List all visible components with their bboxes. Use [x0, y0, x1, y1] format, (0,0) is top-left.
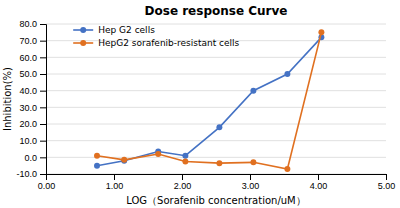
y-tick: 80.0 — [19, 19, 46, 29]
grid-line — [46, 90, 386, 91]
x-tick-mark — [182, 174, 183, 180]
legend-marker — [80, 40, 86, 46]
grid-line — [46, 140, 386, 141]
point — [94, 163, 100, 169]
y-tick: 20.0 — [19, 119, 46, 129]
series-line — [97, 37, 321, 165]
point — [216, 124, 222, 130]
legend-item: Hep G2 cells — [73, 25, 155, 35]
x-tick: 4.00 — [310, 174, 328, 191]
point — [318, 29, 324, 35]
y-tick-label: 60.0 — [19, 53, 37, 63]
point — [250, 159, 256, 165]
y-tick: 30.0 — [19, 103, 46, 113]
x-tick-label: 0.00 — [38, 181, 56, 191]
y-tick: -10.0 — [16, 169, 46, 179]
y-axis-title: Inhibition(%) — [2, 67, 13, 131]
y-tick: 0.0 — [24, 153, 46, 163]
point — [284, 71, 290, 77]
x-axis-title: LOG（Sorafenib concentration/uM） — [126, 195, 305, 206]
y-tick-mark — [40, 107, 46, 108]
chart: 0.00 1.00 2.00 3.00 4.00 5.00 -10.0 0.0 10.0 20.0… — [0, 0, 400, 208]
x-axis-line — [47, 175, 387, 181]
legend-label: Hep G2 cells — [98, 25, 155, 35]
series-line — [97, 32, 321, 169]
x-tick-label: 2.00 — [174, 181, 192, 191]
x-tick-mark — [114, 174, 115, 180]
y-tick-mark — [40, 41, 46, 42]
y-tick: 50.0 — [19, 69, 46, 79]
y-axis: -10.0 0.0 10.0 20.0 30.0 40.0 50.0 60.0 70.0 80.0 — [16, 19, 46, 179]
x-tick-mark — [318, 174, 319, 180]
y-tick-mark — [40, 91, 46, 92]
y-tick-label: 20.0 — [19, 119, 37, 129]
y-tick-mark — [40, 174, 46, 175]
marks — [94, 29, 324, 172]
x-tick: 1.00 — [106, 174, 124, 191]
x-tick: 0.00 — [38, 174, 56, 191]
y-tick-label: 0.0 — [24, 153, 37, 163]
y-tick-label: 40.0 — [19, 86, 37, 96]
grid-line — [46, 24, 386, 25]
y-tick-label: 80.0 — [19, 19, 37, 29]
x-tick-label: 3.00 — [242, 181, 260, 191]
point — [284, 166, 290, 172]
y-tick-mark — [40, 74, 46, 75]
y-tick-mark — [40, 141, 46, 142]
point — [216, 160, 222, 166]
grid-line — [46, 124, 386, 125]
y-tick-label: 30.0 — [19, 103, 37, 113]
grid-line — [46, 74, 386, 75]
grid — [46, 24, 386, 174]
legend-marker — [80, 27, 86, 33]
point — [182, 153, 188, 159]
x-tick-label: 4.00 — [310, 181, 328, 191]
legend: Hep G2 cells HepG2 sorafenib-resistant ce… — [73, 25, 239, 48]
y-tick-mark — [40, 57, 46, 58]
x-tick-mark — [386, 174, 387, 180]
point — [250, 88, 256, 94]
y-tick: 60.0 — [19, 53, 46, 63]
point — [121, 157, 127, 163]
x-tick: 2.00 — [174, 174, 192, 191]
y-tick-label: -10.0 — [16, 169, 37, 179]
grid-line — [46, 107, 386, 108]
y-axis-line — [40, 25, 47, 175]
x-axis: 0.00 1.00 2.00 3.00 4.00 5.00 — [38, 174, 396, 191]
legend-item: HepG2 sorafenib-resistant cells — [73, 38, 239, 48]
point — [182, 159, 188, 165]
title: Dose response Curve — [145, 4, 288, 18]
legend-label: HepG2 sorafenib-resistant cells — [98, 38, 239, 48]
point — [94, 153, 100, 159]
y-tick-label: 70.0 — [19, 36, 37, 46]
y-tick-mark — [40, 157, 46, 158]
y-tick-label: 10.0 — [19, 136, 37, 146]
y-tick-mark — [40, 124, 46, 125]
plot: 0.00 1.00 2.00 3.00 4.00 5.00 -10.0 0.0 10.0 20.0… — [16, 19, 395, 191]
x-tick: 3.00 — [242, 174, 260, 191]
y-tick-label: 50.0 — [19, 69, 37, 79]
y-tick-mark — [40, 24, 46, 25]
point — [155, 151, 161, 157]
point — [121, 158, 127, 164]
y-tick: 10.0 — [19, 136, 46, 146]
grid-line — [46, 57, 386, 58]
y-tick: 70.0 — [19, 36, 46, 46]
x-tick: 5.00 — [378, 174, 396, 191]
y-tick: 40.0 — [19, 86, 46, 96]
x-tick-label: 5.00 — [378, 181, 396, 191]
x-tick-label: 1.00 — [106, 181, 124, 191]
x-tick-mark — [250, 174, 251, 180]
